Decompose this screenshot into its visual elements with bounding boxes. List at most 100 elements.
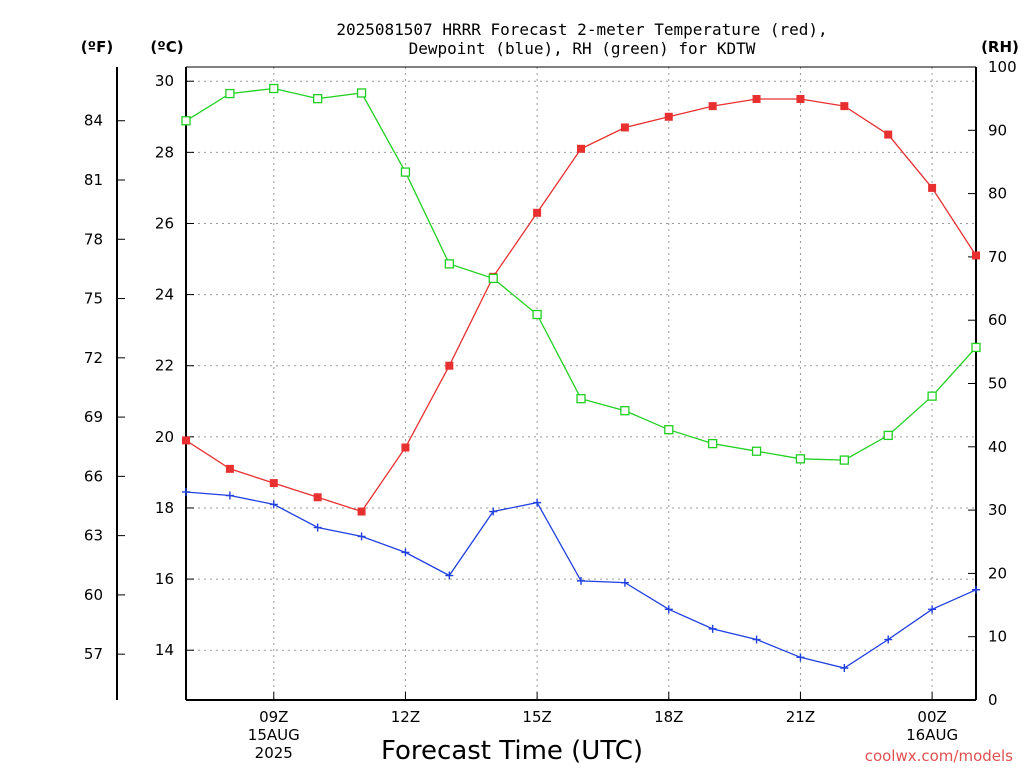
rh-series-line [185, 87, 977, 461]
temperature-point-15 [533, 208, 542, 217]
x-tick-label-12-0: 12Z [391, 708, 420, 726]
fahrenheit-tick-label-78: 78 [84, 230, 103, 248]
temperature-point-10 [313, 493, 322, 502]
temperature-point-19 [708, 102, 717, 111]
temperature-point-25 [972, 251, 980, 260]
x-tick-label-9-0: 09Z [259, 708, 288, 726]
chart-axes [116, 66, 977, 701]
fahrenheit-tick-label-69: 69 [84, 408, 103, 426]
temperature-point-7 [182, 436, 190, 445]
rh-point-7 [181, 116, 191, 126]
x-tick-label-24-1: 16AUG [906, 726, 958, 744]
fahrenheit-tick-label-57: 57 [84, 645, 103, 663]
temperature-point-12 [401, 443, 410, 452]
fahrenheit-tick-label-66: 66 [84, 467, 103, 485]
celsius-tick-label-16: 16 [155, 570, 174, 588]
fahrenheit-tick-label-75: 75 [84, 290, 103, 308]
fahrenheit-tick-label-72: 72 [84, 349, 103, 367]
fahrenheit-tick-label-81: 81 [84, 171, 103, 189]
dewpoint-point-14 [489, 507, 498, 516]
rh-point-19 [708, 438, 718, 449]
temperature-point-16 [577, 144, 585, 153]
rh-tick-label-40: 40 [988, 438, 1007, 456]
temperature-point-9 [269, 479, 278, 488]
rh-point-10 [313, 94, 323, 104]
rh-point-12 [400, 167, 411, 177]
dewpoint-point-18 [664, 605, 673, 614]
fahrenheit-tick-label-63: 63 [84, 527, 103, 545]
x-tick-label-15-0: 15Z [522, 708, 551, 726]
rh-tick-label-50: 50 [988, 375, 1007, 393]
rh-tick-label-100: 100 [988, 58, 1017, 76]
rh-point-22 [839, 455, 849, 465]
temperature-point-13 [445, 361, 454, 370]
dewpoint-point-10 [313, 523, 322, 532]
rh-point-20 [751, 446, 762, 456]
rh-tick-label-0: 0 [988, 691, 998, 709]
dewpoint-point-25 [972, 585, 980, 594]
rh-point-8 [225, 88, 235, 99]
dewpoint-point-11 [357, 532, 366, 541]
dewpoint-point-16 [577, 576, 585, 585]
celsius-tick-label-28: 28 [155, 143, 174, 161]
temperature-point-11 [357, 507, 366, 516]
chart-title-line-1: 2025081507 HRRR Forecast 2-meter Tempera… [336, 20, 827, 39]
celsius-tick-label-24: 24 [155, 286, 174, 304]
rh-tick-label-10: 10 [988, 628, 1007, 646]
dewpoint-point-23 [884, 635, 893, 644]
source-credit: coolwx.com/models [865, 747, 1013, 765]
rh-point-16 [576, 394, 586, 404]
dewpoint-point-20 [752, 635, 761, 644]
tick-labels: 14 16 18 20 22 24 26 28 30 57 60 63 66 69 72 75 78 81 84 0 1… [84, 58, 1017, 762]
fahrenheit-unit-label: (ºF) [81, 38, 113, 56]
dewpoint-point-22 [840, 663, 849, 672]
rh-point-15 [532, 309, 542, 320]
dewpoint-point-12 [401, 548, 410, 557]
rh-point-17 [620, 406, 630, 416]
dewpoint-point-17 [620, 578, 629, 587]
dewpoint-point-19 [708, 624, 717, 633]
dewpoint-point-7 [182, 487, 190, 496]
dewpoint-point-8 [225, 491, 234, 500]
rh-point-24 [927, 391, 937, 401]
dewpoint-point-15 [533, 498, 542, 507]
rh-tick-label-30: 30 [988, 501, 1007, 519]
celsius-tick-label-22: 22 [155, 357, 174, 375]
rh-point-25 [971, 342, 981, 353]
x-tick-label-18-0: 18Z [654, 708, 683, 726]
grid-lines [186, 67, 976, 700]
temperature-point-24 [928, 183, 937, 192]
celsius-tick-label-14: 14 [155, 641, 174, 659]
celsius-tick-label-20: 20 [155, 428, 174, 446]
rh-unit-label: (RH) [981, 38, 1019, 56]
chart-title-line-2: Dewpoint (blue), RH (green) for KDTW [409, 39, 756, 58]
rh-point-13 [444, 259, 454, 269]
rh-tick-label-80: 80 [988, 185, 1007, 203]
temperature-point-22 [840, 102, 849, 111]
celsius-unit-label: (ºC) [150, 38, 183, 56]
rh-tick-label-60: 60 [988, 311, 1007, 329]
dewpoint-point-24 [928, 605, 937, 614]
dewpoint-point-9 [269, 500, 278, 509]
celsius-tick-label-30: 30 [155, 72, 174, 90]
rh-point-18 [664, 425, 674, 435]
temperature-series-line [185, 98, 977, 513]
x-tick-label-21-0: 21Z [786, 708, 815, 726]
temperature-point-18 [664, 112, 673, 121]
x-axis-title: Forecast Time (UTC) [381, 736, 643, 766]
rh-point-23 [883, 430, 893, 441]
data-series [181, 83, 981, 672]
x-tick-label-9-1: 15AUG [248, 726, 300, 744]
rh-tick-label-20: 20 [988, 564, 1007, 582]
x-tick-label-9-2: 2025 [255, 744, 293, 762]
fahrenheit-tick-label-84: 84 [84, 112, 103, 130]
temperature-point-8 [225, 464, 234, 473]
x-tick-label-24-0: 00Z [917, 708, 946, 726]
rh-point-11 [356, 88, 367, 98]
fahrenheit-tick-label-60: 60 [84, 586, 103, 604]
celsius-tick-label-26: 26 [155, 214, 174, 232]
rh-point-9 [269, 83, 279, 94]
rh-tick-label-70: 70 [988, 248, 1007, 266]
temperature-point-17 [620, 123, 629, 132]
